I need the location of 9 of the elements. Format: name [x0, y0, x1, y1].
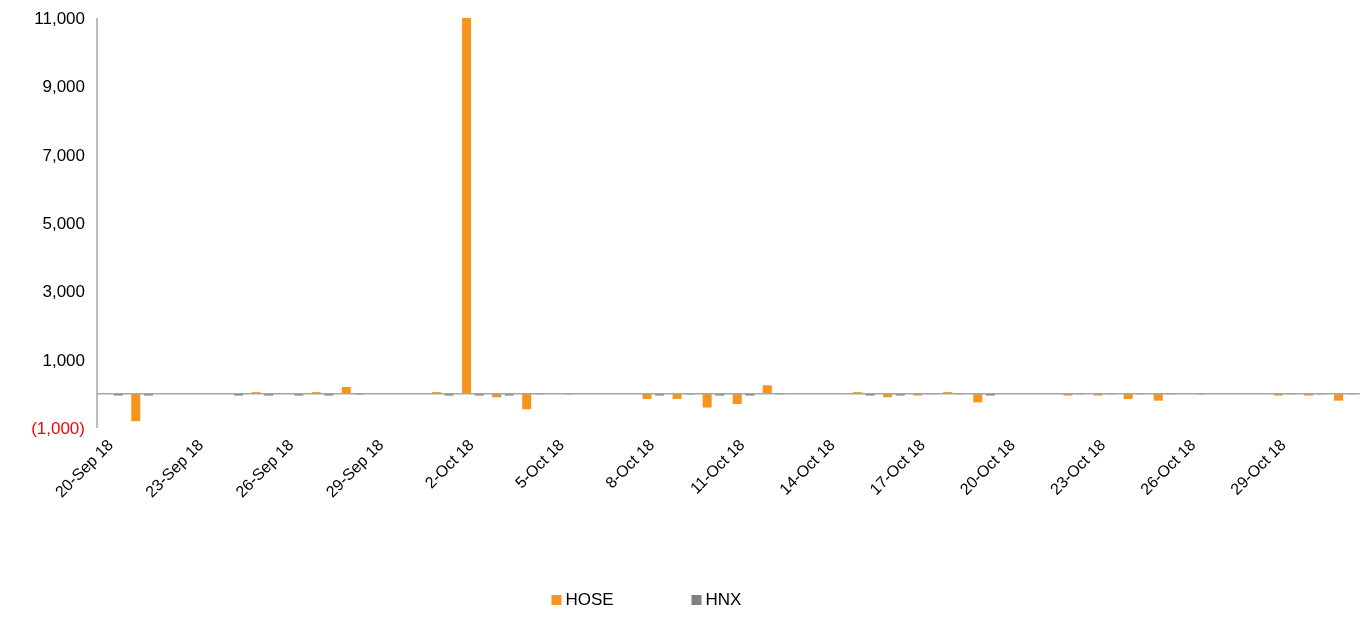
y-tick-label: (1,000) [31, 418, 85, 438]
y-tick-label: 11,000 [34, 8, 85, 28]
y-tick-label: 9,000 [42, 77, 85, 97]
y-tick-label: 5,000 [42, 213, 85, 233]
legend-label: HOSE [565, 590, 614, 609]
legend-label: HNX [705, 590, 742, 609]
y-tick-label: 1,000 [42, 350, 85, 370]
y-tick-label: 7,000 [42, 145, 85, 165]
y-tick-label: 3,000 [42, 282, 85, 302]
